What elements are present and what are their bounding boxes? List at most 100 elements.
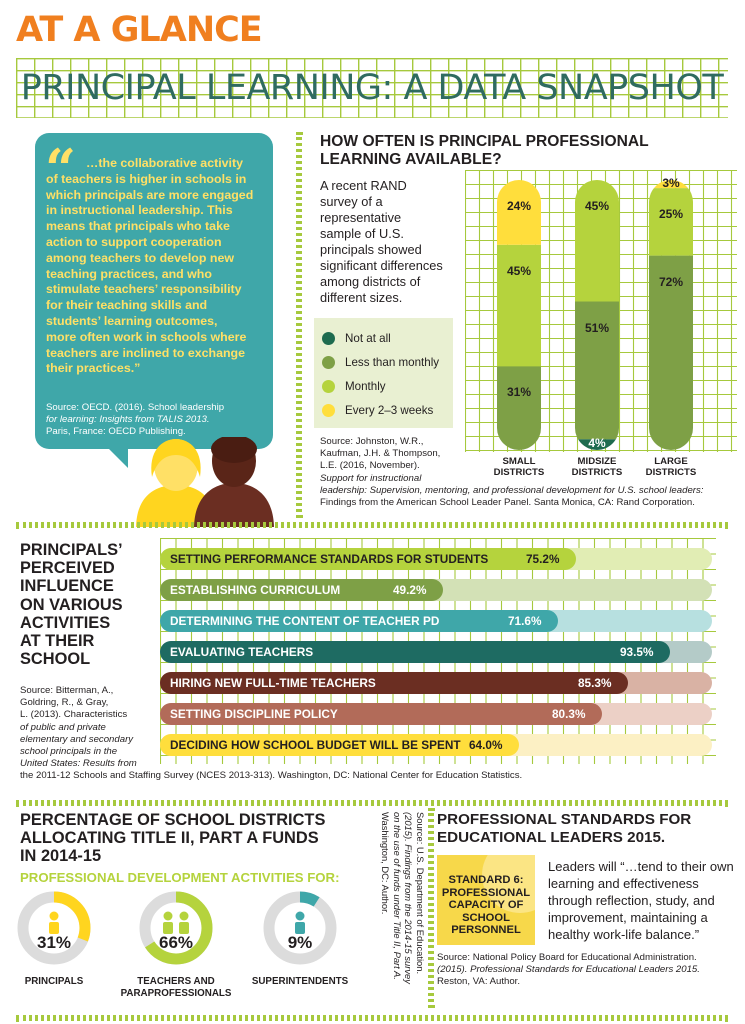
vertical-divider-2 bbox=[428, 808, 434, 1008]
influence-source: Source: Bitterman, A., Goldring, R., & G… bbox=[20, 685, 523, 782]
segment-label: 72% bbox=[658, 274, 684, 289]
person-icon bbox=[49, 911, 59, 934]
standards-heading: PROFESSIONAL STANDARDS FOR EDUCATIONAL L… bbox=[437, 811, 692, 846]
legend-item-every-2-3-weeks: Every 2–3 weeks bbox=[322, 400, 433, 420]
bar-value: 64.0% bbox=[469, 738, 503, 752]
horizontal-divider bbox=[16, 522, 728, 528]
quote-line: in instructional leadership. This bbox=[46, 203, 233, 218]
legend-swatch bbox=[322, 331, 335, 345]
legend-swatch bbox=[322, 355, 335, 369]
donut-caption: TEACHERS AND PARAPROFESSIONALS bbox=[120, 976, 232, 999]
quote-line: their practices.” bbox=[46, 361, 141, 376]
donut-percent: 9% bbox=[287, 933, 313, 952]
bar-value: 85.3% bbox=[578, 676, 612, 690]
vertical-divider bbox=[296, 132, 302, 518]
person-icon bbox=[295, 911, 305, 934]
bar-label: DECIDING HOW SCHOOL BUDGET WILL BE SPENT bbox=[170, 738, 461, 752]
donut-slice bbox=[17, 891, 91, 965]
person-dark-icon bbox=[194, 437, 274, 527]
stacked-bar-labels: 31% 45% 24% SMALL DISTRICTS 4% 51% 45% MIDSIZE DI… bbox=[465, 170, 737, 478]
quote-line: which principals are more engaged bbox=[46, 187, 254, 202]
quote-line: among teachers to develop new bbox=[46, 250, 234, 265]
donut-chart bbox=[17, 891, 91, 965]
segment-label: 45% bbox=[584, 199, 610, 213]
segment-label: 4% bbox=[588, 436, 606, 450]
person-icon bbox=[163, 911, 173, 934]
quote-source: Source: OECD. (2016). School leadership … bbox=[46, 402, 225, 437]
availability-heading: HOW OFTEN IS PRINCIPAL PROFESSIONAL LEAR… bbox=[320, 133, 649, 168]
quote-line: more often work in schools where bbox=[46, 329, 247, 344]
quote-text: …the collaborative activity of teachers … bbox=[46, 156, 268, 377]
bar-segment bbox=[575, 301, 619, 440]
quote-line: of teachers is higher in schools in bbox=[46, 171, 247, 186]
segment-label: 25% bbox=[658, 207, 684, 222]
title2-source-line: Washington, DC: Author. bbox=[380, 812, 392, 915]
donut-percent: 31% bbox=[36, 933, 72, 952]
person-icon bbox=[179, 911, 189, 934]
donut-slice bbox=[263, 891, 337, 965]
segment-label: 3% bbox=[662, 176, 680, 191]
bar-label: SETTING DISCIPLINE POLICY bbox=[170, 707, 338, 721]
availability-source: Source: Johnston, W.R., Kaufman, J.H. & … bbox=[320, 436, 704, 509]
legend-item-less-than-monthly: Less than monthly bbox=[322, 352, 439, 372]
stacked-bar bbox=[497, 180, 541, 450]
donut-chart bbox=[263, 891, 337, 965]
bar-segment bbox=[649, 180, 693, 189]
quote-bubble-tail bbox=[100, 440, 128, 468]
stacked-bar-chart bbox=[465, 170, 737, 452]
bar-fill bbox=[160, 734, 519, 756]
availability-intro: A recent RAND survey of a representative… bbox=[320, 178, 443, 305]
title2-heading: PERCENTAGE OF SCHOOL DISTRICTS ALLOCATIN… bbox=[20, 811, 326, 866]
quote-line: …the collaborative activity bbox=[86, 156, 244, 170]
bar-segment bbox=[649, 188, 693, 256]
donut-chart bbox=[139, 891, 213, 965]
title2-subheading: PROFESSIONAL DEVELOPMENT ACTIVITIES FOR: bbox=[20, 870, 340, 885]
at-a-glance-kicker: AT A GLANCE bbox=[16, 10, 263, 50]
influence-heading: PRINCIPALS’ PERCEIVED INFLUENCE ON VARIO… bbox=[20, 541, 123, 669]
district-label: SMALL DISTRICTS bbox=[493, 456, 545, 478]
segment-label: 31% bbox=[506, 385, 532, 400]
bar-segment bbox=[497, 366, 541, 450]
stacked-bar bbox=[575, 180, 619, 450]
donut-caption: SUPERINTENDENTS bbox=[251, 976, 349, 987]
bar-label: ESTABLISHING CURRICULUM bbox=[170, 583, 341, 597]
bar-segment bbox=[575, 180, 619, 302]
bar-value: 93.5% bbox=[620, 645, 654, 659]
title2-source-line: Source: U.S. Department of Education. bbox=[415, 812, 426, 975]
legend-swatch bbox=[322, 379, 335, 393]
title2-source-line: (2015). Findings from the 2014-15 survey bbox=[403, 812, 415, 984]
segment-label: 45% bbox=[506, 263, 532, 278]
title2-source-line: on the use of funds under Title II, Part… bbox=[391, 812, 403, 980]
people-illustration bbox=[136, 437, 274, 527]
donut-charts bbox=[17, 891, 337, 965]
segment-label: 24% bbox=[506, 199, 532, 213]
title2-source-wrapper: Source: U.S. Department of Education. (2… bbox=[366, 812, 426, 1002]
standards-source: Source: National Policy Board for Educat… bbox=[437, 952, 700, 988]
quote-line: for their teaching skills and bbox=[46, 298, 208, 313]
donut-slice bbox=[139, 891, 213, 965]
legend-swatch bbox=[322, 403, 335, 417]
quote-line: teachers are inclined to exchange bbox=[46, 345, 246, 360]
quote-card bbox=[35, 133, 273, 449]
bar-fill bbox=[160, 610, 558, 632]
bar-label: SETTING PERFORMANCE STANDARDS FOR STUDEN… bbox=[170, 552, 489, 566]
quote-line: teaching practices, and who bbox=[46, 266, 212, 281]
bottom-divider bbox=[16, 1015, 728, 1021]
bar-fill bbox=[160, 579, 443, 601]
badge-decoration bbox=[482, 855, 535, 913]
donut-labels: 31% PRINCIPALS 66% TEACHERS AND PARAPROFESS… bbox=[16, 888, 356, 1008]
segment-label: 51% bbox=[584, 320, 610, 335]
bar-value: 75.2% bbox=[526, 552, 560, 566]
bar-fill bbox=[160, 641, 670, 663]
quote-line: action to support cooperation bbox=[46, 234, 222, 249]
title-grid-band bbox=[16, 58, 728, 118]
standard-6-text: STANDARD 6: PROFESSIONAL CAPACITY OF SCH… bbox=[441, 874, 531, 937]
bar-segment bbox=[575, 439, 619, 450]
bar-value: 49.2% bbox=[393, 583, 427, 597]
quote-line: stimulate teachers’ responsibility bbox=[46, 282, 242, 297]
standards-quote: Leaders will “…tend to their own learnin… bbox=[548, 859, 734, 942]
bar-label: HIRING NEW FULL-TIME TEACHERS bbox=[170, 676, 376, 690]
donut-percent: 66% bbox=[158, 933, 194, 952]
bar-fill bbox=[160, 703, 602, 725]
legend-item-monthly: Monthly bbox=[322, 376, 386, 396]
